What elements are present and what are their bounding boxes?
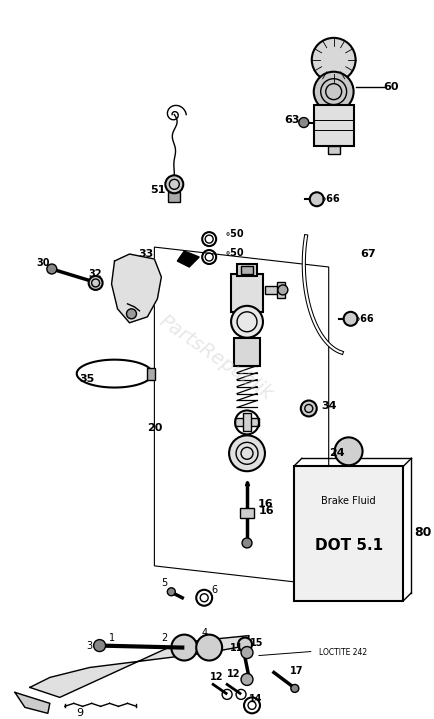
- Circle shape: [310, 192, 324, 206]
- Circle shape: [299, 118, 309, 127]
- Polygon shape: [15, 692, 50, 713]
- Circle shape: [171, 635, 197, 661]
- Text: 4: 4: [201, 628, 207, 638]
- Text: 32: 32: [88, 269, 102, 279]
- Circle shape: [126, 309, 136, 319]
- Text: 24: 24: [329, 449, 345, 458]
- Bar: [328, 147, 340, 155]
- Bar: [240, 508, 254, 518]
- Circle shape: [231, 306, 263, 338]
- Text: 6: 6: [211, 585, 217, 595]
- Text: 16: 16: [258, 499, 274, 509]
- Text: 30: 30: [36, 258, 49, 268]
- Bar: [294, 466, 403, 601]
- Text: 17: 17: [290, 667, 303, 677]
- Text: 16: 16: [259, 506, 275, 516]
- Bar: [265, 286, 279, 294]
- Bar: [314, 104, 354, 147]
- Text: 2: 2: [161, 633, 168, 643]
- Polygon shape: [178, 251, 199, 267]
- Text: 80: 80: [414, 526, 432, 539]
- Circle shape: [241, 674, 253, 685]
- Bar: [234, 338, 260, 366]
- Text: 12: 12: [210, 672, 224, 682]
- Text: 60: 60: [384, 82, 399, 92]
- Circle shape: [47, 264, 57, 274]
- Bar: [235, 418, 259, 426]
- Text: ∘50: ∘50: [224, 248, 244, 258]
- Polygon shape: [30, 636, 249, 697]
- Circle shape: [278, 285, 288, 295]
- Text: Brake Fluid: Brake Fluid: [321, 496, 376, 506]
- Bar: [241, 266, 253, 274]
- Circle shape: [89, 276, 102, 290]
- Bar: [237, 264, 257, 276]
- Text: LOCTITE 242: LOCTITE 242: [319, 648, 367, 657]
- Circle shape: [229, 436, 265, 471]
- Text: 9: 9: [76, 708, 83, 718]
- Circle shape: [335, 437, 362, 465]
- Text: 5: 5: [161, 578, 168, 588]
- Circle shape: [291, 684, 299, 692]
- Circle shape: [314, 72, 354, 111]
- Text: 34: 34: [321, 401, 336, 411]
- Text: 3: 3: [86, 641, 93, 651]
- Bar: [168, 192, 180, 202]
- Circle shape: [238, 638, 252, 651]
- Circle shape: [312, 38, 355, 82]
- Text: ∘66: ∘66: [355, 313, 375, 324]
- Circle shape: [94, 640, 105, 651]
- Text: PartsRepublik: PartsRepublik: [156, 312, 276, 404]
- Bar: [148, 367, 155, 380]
- Bar: [243, 413, 251, 431]
- Text: 15: 15: [250, 638, 264, 648]
- Circle shape: [168, 588, 175, 596]
- Text: 35: 35: [79, 374, 94, 383]
- Text: DOT 5.1: DOT 5.1: [315, 539, 383, 554]
- Circle shape: [241, 646, 253, 659]
- Circle shape: [165, 175, 183, 193]
- Circle shape: [242, 538, 252, 548]
- Bar: [277, 282, 285, 298]
- Circle shape: [344, 312, 358, 326]
- Text: ∘50: ∘50: [224, 229, 244, 239]
- Text: 12: 12: [227, 669, 241, 679]
- Text: 67: 67: [361, 249, 376, 259]
- Text: ∘66: ∘66: [321, 194, 341, 204]
- Text: 51: 51: [150, 186, 165, 196]
- Circle shape: [301, 400, 317, 416]
- Text: 1: 1: [108, 633, 115, 643]
- Text: 63: 63: [284, 114, 299, 124]
- Bar: [231, 274, 263, 312]
- Polygon shape: [112, 254, 161, 323]
- Circle shape: [196, 635, 222, 661]
- Text: 11: 11: [230, 643, 244, 653]
- Text: 20: 20: [147, 423, 162, 434]
- Text: 14: 14: [249, 695, 263, 705]
- Text: 33: 33: [139, 249, 154, 259]
